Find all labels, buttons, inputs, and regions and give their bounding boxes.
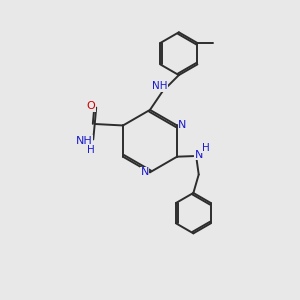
Text: N: N (140, 167, 149, 177)
Text: NH: NH (76, 136, 93, 146)
Text: NH: NH (152, 81, 168, 91)
Text: H: H (87, 145, 95, 155)
Text: O: O (86, 101, 95, 111)
Text: N: N (178, 121, 187, 130)
Text: N: N (195, 150, 203, 160)
Text: H: H (202, 143, 210, 153)
